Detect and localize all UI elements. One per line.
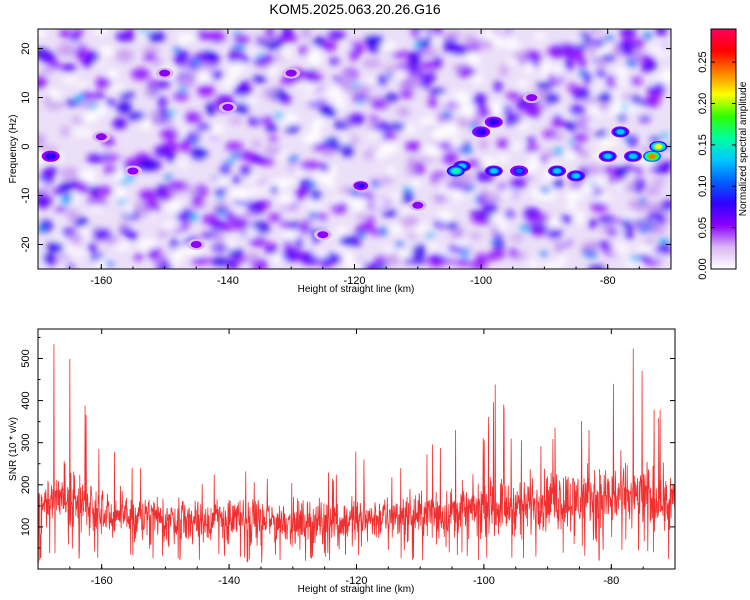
- heatmap-feature: [598, 150, 617, 162]
- y-tick-label: 10: [20, 91, 32, 103]
- x-tick-label: -100: [470, 275, 492, 287]
- x-tick-label: -80: [600, 275, 616, 287]
- spectrogram-xlabel: Height of straight line (km): [298, 284, 415, 295]
- spectrogram-heatmap: [38, 29, 671, 269]
- y-tick-label: 300: [20, 434, 32, 452]
- colorbar-bar: [710, 28, 737, 270]
- y-tick-label: 100: [20, 518, 32, 536]
- snr-panel: -160 -140 -120 -100 -80 100 200 300 400 500 Heigh…: [8, 328, 676, 595]
- colorbar-tick-label: 0.15: [697, 134, 709, 155]
- heatmap-feature: [643, 150, 661, 162]
- spectrogram-ylabel: Frequency (Hz): [8, 115, 19, 184]
- heatmap-feature: [155, 67, 174, 79]
- y-tick-label: 500: [20, 349, 32, 367]
- heatmap-feature: [446, 165, 465, 177]
- snr-ylabel: SNR (10 * v/v): [8, 417, 19, 481]
- heatmap-feature: [567, 170, 585, 182]
- heatmap-feature: [484, 165, 503, 177]
- heatmap-feature: [41, 150, 60, 162]
- heatmap-feature: [282, 67, 301, 79]
- heatmap-feature: [472, 126, 491, 138]
- colorbar-tick-label: 0.05: [697, 217, 709, 238]
- heatmap-feature: [548, 165, 567, 177]
- y-tick-label: 0: [20, 143, 32, 149]
- y-tick-label: -20: [20, 237, 32, 253]
- heatmap-feature: [624, 150, 642, 162]
- x-tick-label: -160: [90, 275, 112, 287]
- colorbar-tick-label: 0.10: [697, 176, 709, 197]
- heatmap-feature: [510, 165, 529, 177]
- chart-title: KOM5.2025.063.20.26.G16: [269, 1, 440, 17]
- heatmap-feature: [611, 126, 630, 138]
- snr-xlabel: Height of straight line (km): [298, 584, 415, 595]
- y-tick-label: 400: [20, 391, 32, 409]
- y-tick-label: -10: [20, 188, 32, 204]
- x-tick-label: -140: [217, 275, 239, 287]
- colorbar: 0.00 0.05 0.10 0.15 0.20 0.25 Normalized spec…: [697, 28, 749, 280]
- x-tick-label: -120: [343, 275, 365, 287]
- colorbar-label: Normalized spectral amplitude: [738, 81, 749, 216]
- heatmap-feature: [218, 101, 237, 113]
- x-tick-label: -160: [91, 575, 113, 587]
- colorbar-tick-label: 0.25: [697, 51, 709, 72]
- snr-background: [38, 329, 675, 569]
- colorbar-tick-label: 0.20: [697, 93, 709, 114]
- x-tick-label: -140: [218, 575, 240, 587]
- heatmap-feature: [484, 116, 503, 128]
- y-tick-label: 20: [20, 42, 32, 54]
- colorbar-tick-label: 0.00: [697, 258, 709, 279]
- heatmap-feature: [649, 141, 668, 153]
- heatmap-feature: [351, 180, 370, 192]
- heatmap-feature: [123, 165, 142, 177]
- x-tick-label: -120: [345, 575, 367, 587]
- y-tick-label: 200: [20, 476, 32, 494]
- snr-series-line: [38, 344, 675, 564]
- heatmap-feature: [453, 160, 472, 172]
- heatmap-feature: [187, 239, 206, 250]
- x-tick-label: -80: [603, 575, 619, 587]
- heatmap-feature: [522, 92, 541, 104]
- heatmap-feature: [408, 199, 427, 211]
- x-tick-label: -100: [473, 575, 495, 587]
- heatmap-feature: [313, 229, 332, 241]
- heatmap-feature: [92, 131, 111, 143]
